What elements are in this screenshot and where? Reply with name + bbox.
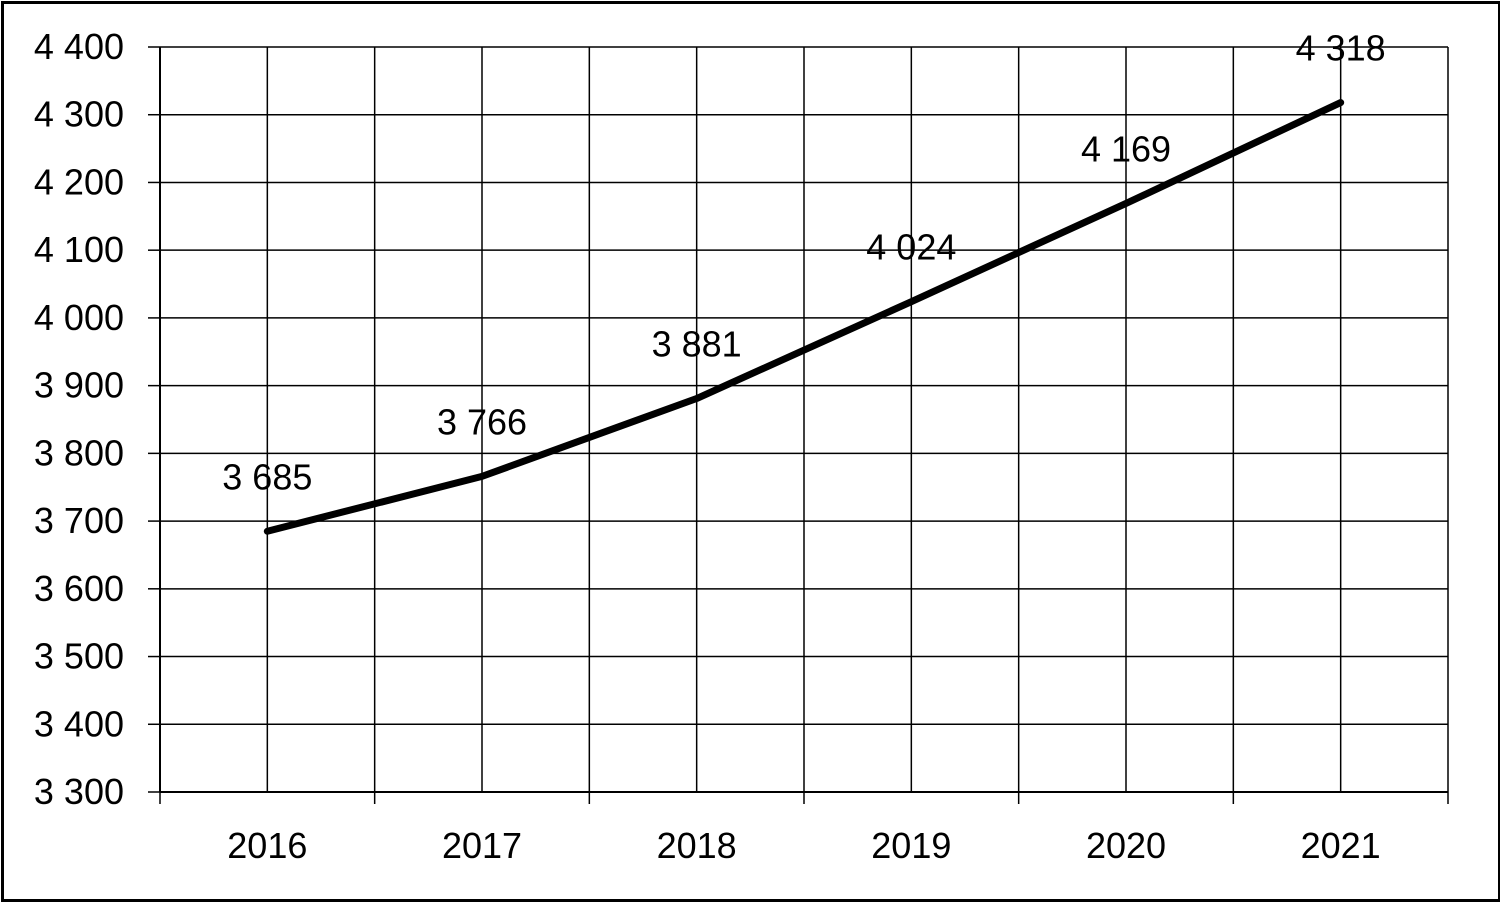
y-tick-labels: 3 300 3 400 3 500 3 600 3 700 3 800 3 900 4 000… bbox=[34, 26, 124, 812]
y-tick-label: 3 800 bbox=[34, 432, 124, 473]
data-label: 3 766 bbox=[437, 401, 527, 442]
data-point bbox=[1338, 100, 1343, 105]
y-tick-label: 3 600 bbox=[34, 568, 124, 609]
axes bbox=[148, 46, 1449, 804]
x-tick-label: 2021 bbox=[1301, 825, 1381, 866]
data-label: 3 685 bbox=[222, 456, 312, 497]
data-label: 4 024 bbox=[866, 227, 956, 268]
y-tick-label: 4 400 bbox=[34, 26, 124, 67]
data-label: 4 318 bbox=[1296, 28, 1386, 69]
x-tick-label: 2019 bbox=[871, 825, 951, 866]
x-tick-label: 2017 bbox=[442, 825, 522, 866]
y-tick-label: 4 200 bbox=[34, 161, 124, 202]
y-tick-label: 4 100 bbox=[34, 229, 124, 270]
series-line bbox=[263, 99, 1345, 535]
y-tick-label: 4 300 bbox=[34, 94, 124, 135]
data-point bbox=[694, 396, 699, 401]
data-labels: 3 685 3 766 3 881 4 024 4 169 4 318 bbox=[222, 28, 1385, 498]
data-point bbox=[909, 299, 914, 304]
x-tick-label: 2016 bbox=[227, 825, 307, 866]
data-point bbox=[480, 474, 484, 479]
x-tick-labels: 2016 2017 2018 2019 2020 2021 bbox=[227, 825, 1380, 866]
data-label: 4 169 bbox=[1081, 128, 1171, 169]
x-tick-label: 2018 bbox=[657, 825, 737, 866]
y-tick-label: 3 700 bbox=[34, 500, 124, 541]
grid-lines bbox=[160, 46, 1449, 793]
y-tick-label: 3 300 bbox=[34, 771, 124, 812]
data-point bbox=[1124, 201, 1128, 206]
y-tick-label: 3 900 bbox=[34, 365, 124, 406]
y-tick-label: 3 500 bbox=[34, 636, 124, 677]
y-tick-label: 3 400 bbox=[34, 703, 124, 744]
y-tick-label: 4 000 bbox=[34, 297, 124, 338]
data-label: 3 881 bbox=[652, 324, 742, 365]
series-lines bbox=[263, 99, 1345, 535]
x-tick-label: 2020 bbox=[1086, 825, 1166, 866]
data-point bbox=[265, 529, 270, 534]
